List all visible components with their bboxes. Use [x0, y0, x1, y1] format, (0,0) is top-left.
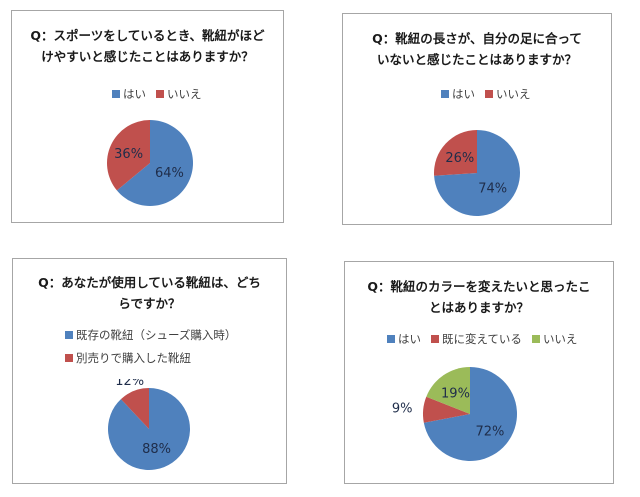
legend-swatch-icon — [431, 335, 439, 343]
chart-panel-1: Q：スポーツをしているとき、靴紐がほど けやすいと感じたことはありますか？ はい… — [11, 10, 284, 223]
legend: はい 既に変えている いいえ — [387, 331, 587, 347]
pie-data-label: 72% — [475, 424, 504, 439]
title-line-1: Q：靴紐のカラーを変えたいと思ったこ — [367, 279, 591, 294]
title-line-2: とはありますか？ — [428, 300, 529, 315]
pie-data-label: 19% — [441, 387, 470, 402]
pie-data-label: 9% — [392, 402, 413, 417]
legend: はい いいえ — [441, 86, 541, 102]
title-line-1: Q：スポーツをしているとき、靴紐がほど — [30, 28, 265, 43]
legend-item-separate: 別売りで購入した靴紐 — [65, 350, 236, 366]
legend-swatch-icon — [531, 335, 540, 343]
pie-slice — [434, 130, 477, 176]
pie-slice — [426, 367, 470, 414]
legend: 既存の靴紐（シューズ購入時） 別売りで購入した靴紐 — [65, 327, 246, 373]
legend-item-no: いいえ — [531, 331, 577, 347]
legend-swatch-icon — [156, 90, 164, 98]
title-line-2: らですか？ — [118, 296, 181, 311]
pie-slice — [120, 388, 149, 429]
legend-item-yes: はい — [387, 331, 421, 347]
pie-slice — [116, 120, 193, 206]
pie-data-label: 36% — [114, 147, 143, 162]
title-line-2: けやすいと感じたことはありますか？ — [41, 49, 254, 64]
pie-data-label: 88% — [142, 442, 171, 457]
chart-panel-3: Q：あなたが使用している靴紐は、どち らですか？ 既存の靴紐（シューズ購入時） … — [12, 258, 287, 484]
pie-data-label: 74% — [478, 182, 507, 197]
pie-chart: 64% 36% — [107, 120, 193, 206]
legend-item-yes: はい — [441, 86, 475, 102]
legend-swatch-icon — [485, 90, 493, 98]
legend-swatch-icon — [65, 354, 73, 362]
legend-item-already: 既に変えている — [431, 331, 522, 347]
pie-chart: 72% 9% 19% — [392, 367, 517, 461]
pie-slice — [423, 367, 517, 461]
legend-item-no: いいえ — [156, 86, 202, 102]
chart-title: Q：スポーツをしているとき、靴紐がほど けやすいと感じたことはありますか？ — [12, 25, 283, 67]
title-line-2: いないと感じたことはありますか？ — [376, 52, 577, 67]
pie-chart: 88% 12% — [108, 379, 190, 470]
pie-data-label: 12% — [115, 379, 144, 389]
chart-title: Q：あなたが使用している靴紐は、どち らですか？ — [13, 272, 286, 314]
legend: はい いいえ — [112, 86, 212, 102]
chart-title: Q：靴紐のカラーを変えたいと思ったこ とはありますか？ — [345, 276, 613, 318]
pie-slice — [423, 396, 470, 423]
pie-data-label: 64% — [155, 166, 184, 181]
legend-item-no: いいえ — [485, 86, 531, 102]
legend-swatch-icon — [65, 331, 73, 339]
legend-swatch-icon — [441, 90, 449, 98]
pie-data-label: 26% — [445, 151, 474, 166]
legend-swatch-icon — [112, 90, 120, 98]
title-line-1: Q：靴紐の長さが、自分の足に合って — [372, 31, 582, 46]
title-line-1: Q：あなたが使用している靴紐は、どち — [38, 275, 261, 290]
legend-item-yes: はい — [112, 86, 146, 102]
pie-slice — [107, 120, 150, 191]
chart-panel-4: Q：靴紐のカラーを変えたいと思ったこ とはありますか？ はい 既に変えている いいえ… — [344, 261, 614, 484]
pie-slice — [434, 130, 520, 216]
legend-swatch-icon — [387, 335, 395, 343]
chart-panel-2: Q：靴紐の長さが、自分の足に合って いないと感じたことはありますか？ はい いいえ… — [342, 13, 612, 225]
pie-chart: 74% 26% — [434, 130, 520, 216]
chart-title: Q：靴紐の長さが、自分の足に合って いないと感じたことはありますか？ — [343, 28, 611, 70]
legend-item-existing: 既存の靴紐（シューズ購入時） — [65, 327, 236, 343]
